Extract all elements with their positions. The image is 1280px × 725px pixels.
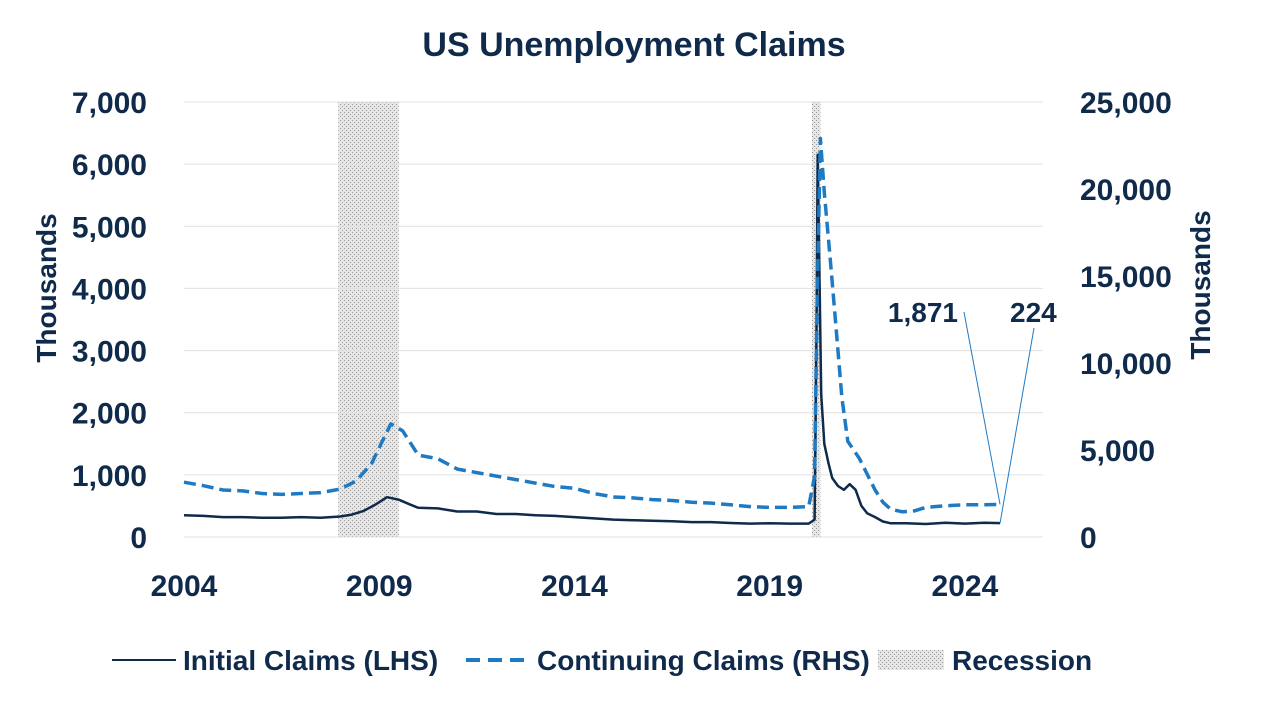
series-line-continuing-claims xyxy=(183,136,1001,514)
recession-band-0 xyxy=(338,102,399,537)
x-tick-label: 2004 xyxy=(151,570,218,603)
legend-swatch-recession xyxy=(878,650,944,670)
right-tick-label: 20,000 xyxy=(1080,174,1172,207)
recession-shading-layer xyxy=(338,102,821,537)
legend: Initial Claims (LHS) Continuing Claims (… xyxy=(112,645,1092,676)
x-tick-label: 2024 xyxy=(932,570,999,603)
annotation-leader-continuing xyxy=(963,311,1001,505)
chart-title: US Unemployment Claims xyxy=(422,26,845,64)
annotation-continuing-latest: 1,871 xyxy=(888,297,958,328)
series-layer xyxy=(183,136,1001,526)
left-tick-label: 2,000 xyxy=(72,398,147,431)
x-tick-label: 2014 xyxy=(541,570,608,603)
right-tick-label: 25,000 xyxy=(1080,87,1172,120)
legend-label-continuing: Continuing Claims (RHS) xyxy=(537,645,870,676)
annotation-initial-latest: 224 xyxy=(1010,297,1057,328)
annotations: 1,871 224 xyxy=(888,297,1057,524)
x-tick-label: 2019 xyxy=(736,570,803,603)
right-tick-label: 0 xyxy=(1080,522,1097,555)
left-tick-label: 5,000 xyxy=(72,211,147,244)
right-tick-label: 5,000 xyxy=(1080,435,1155,468)
left-tick-label: 3,000 xyxy=(72,336,147,369)
left-tick-label: 6,000 xyxy=(72,149,147,182)
series-line-initial-claims xyxy=(183,153,1001,526)
left-axis-label: Thousands xyxy=(31,213,62,362)
left-tick-label: 1,000 xyxy=(72,460,147,493)
x-axis-ticks: 2004 2009 2014 2019 2024 xyxy=(151,570,999,603)
legend-label-initial: Initial Claims (LHS) xyxy=(183,645,438,676)
right-axis-label: Thousands xyxy=(1185,210,1216,359)
right-axis-ticks: 0 5,000 10,000 15,000 20,000 25,000 xyxy=(1080,87,1172,555)
right-tick-label: 10,000 xyxy=(1080,348,1172,381)
left-axis-ticks: 0 1,000 2,000 3,000 4,000 5,000 6,000 7,000 xyxy=(72,87,147,555)
left-tick-label: 0 xyxy=(130,522,147,555)
left-tick-label: 4,000 xyxy=(72,273,147,306)
gridlines xyxy=(184,101,1043,538)
left-tick-label: 7,000 xyxy=(72,87,147,120)
right-tick-label: 15,000 xyxy=(1080,261,1172,294)
legend-label-recession: Recession xyxy=(952,645,1092,676)
x-tick-label: 2009 xyxy=(346,570,413,603)
annotation-leader-initial xyxy=(999,327,1035,524)
